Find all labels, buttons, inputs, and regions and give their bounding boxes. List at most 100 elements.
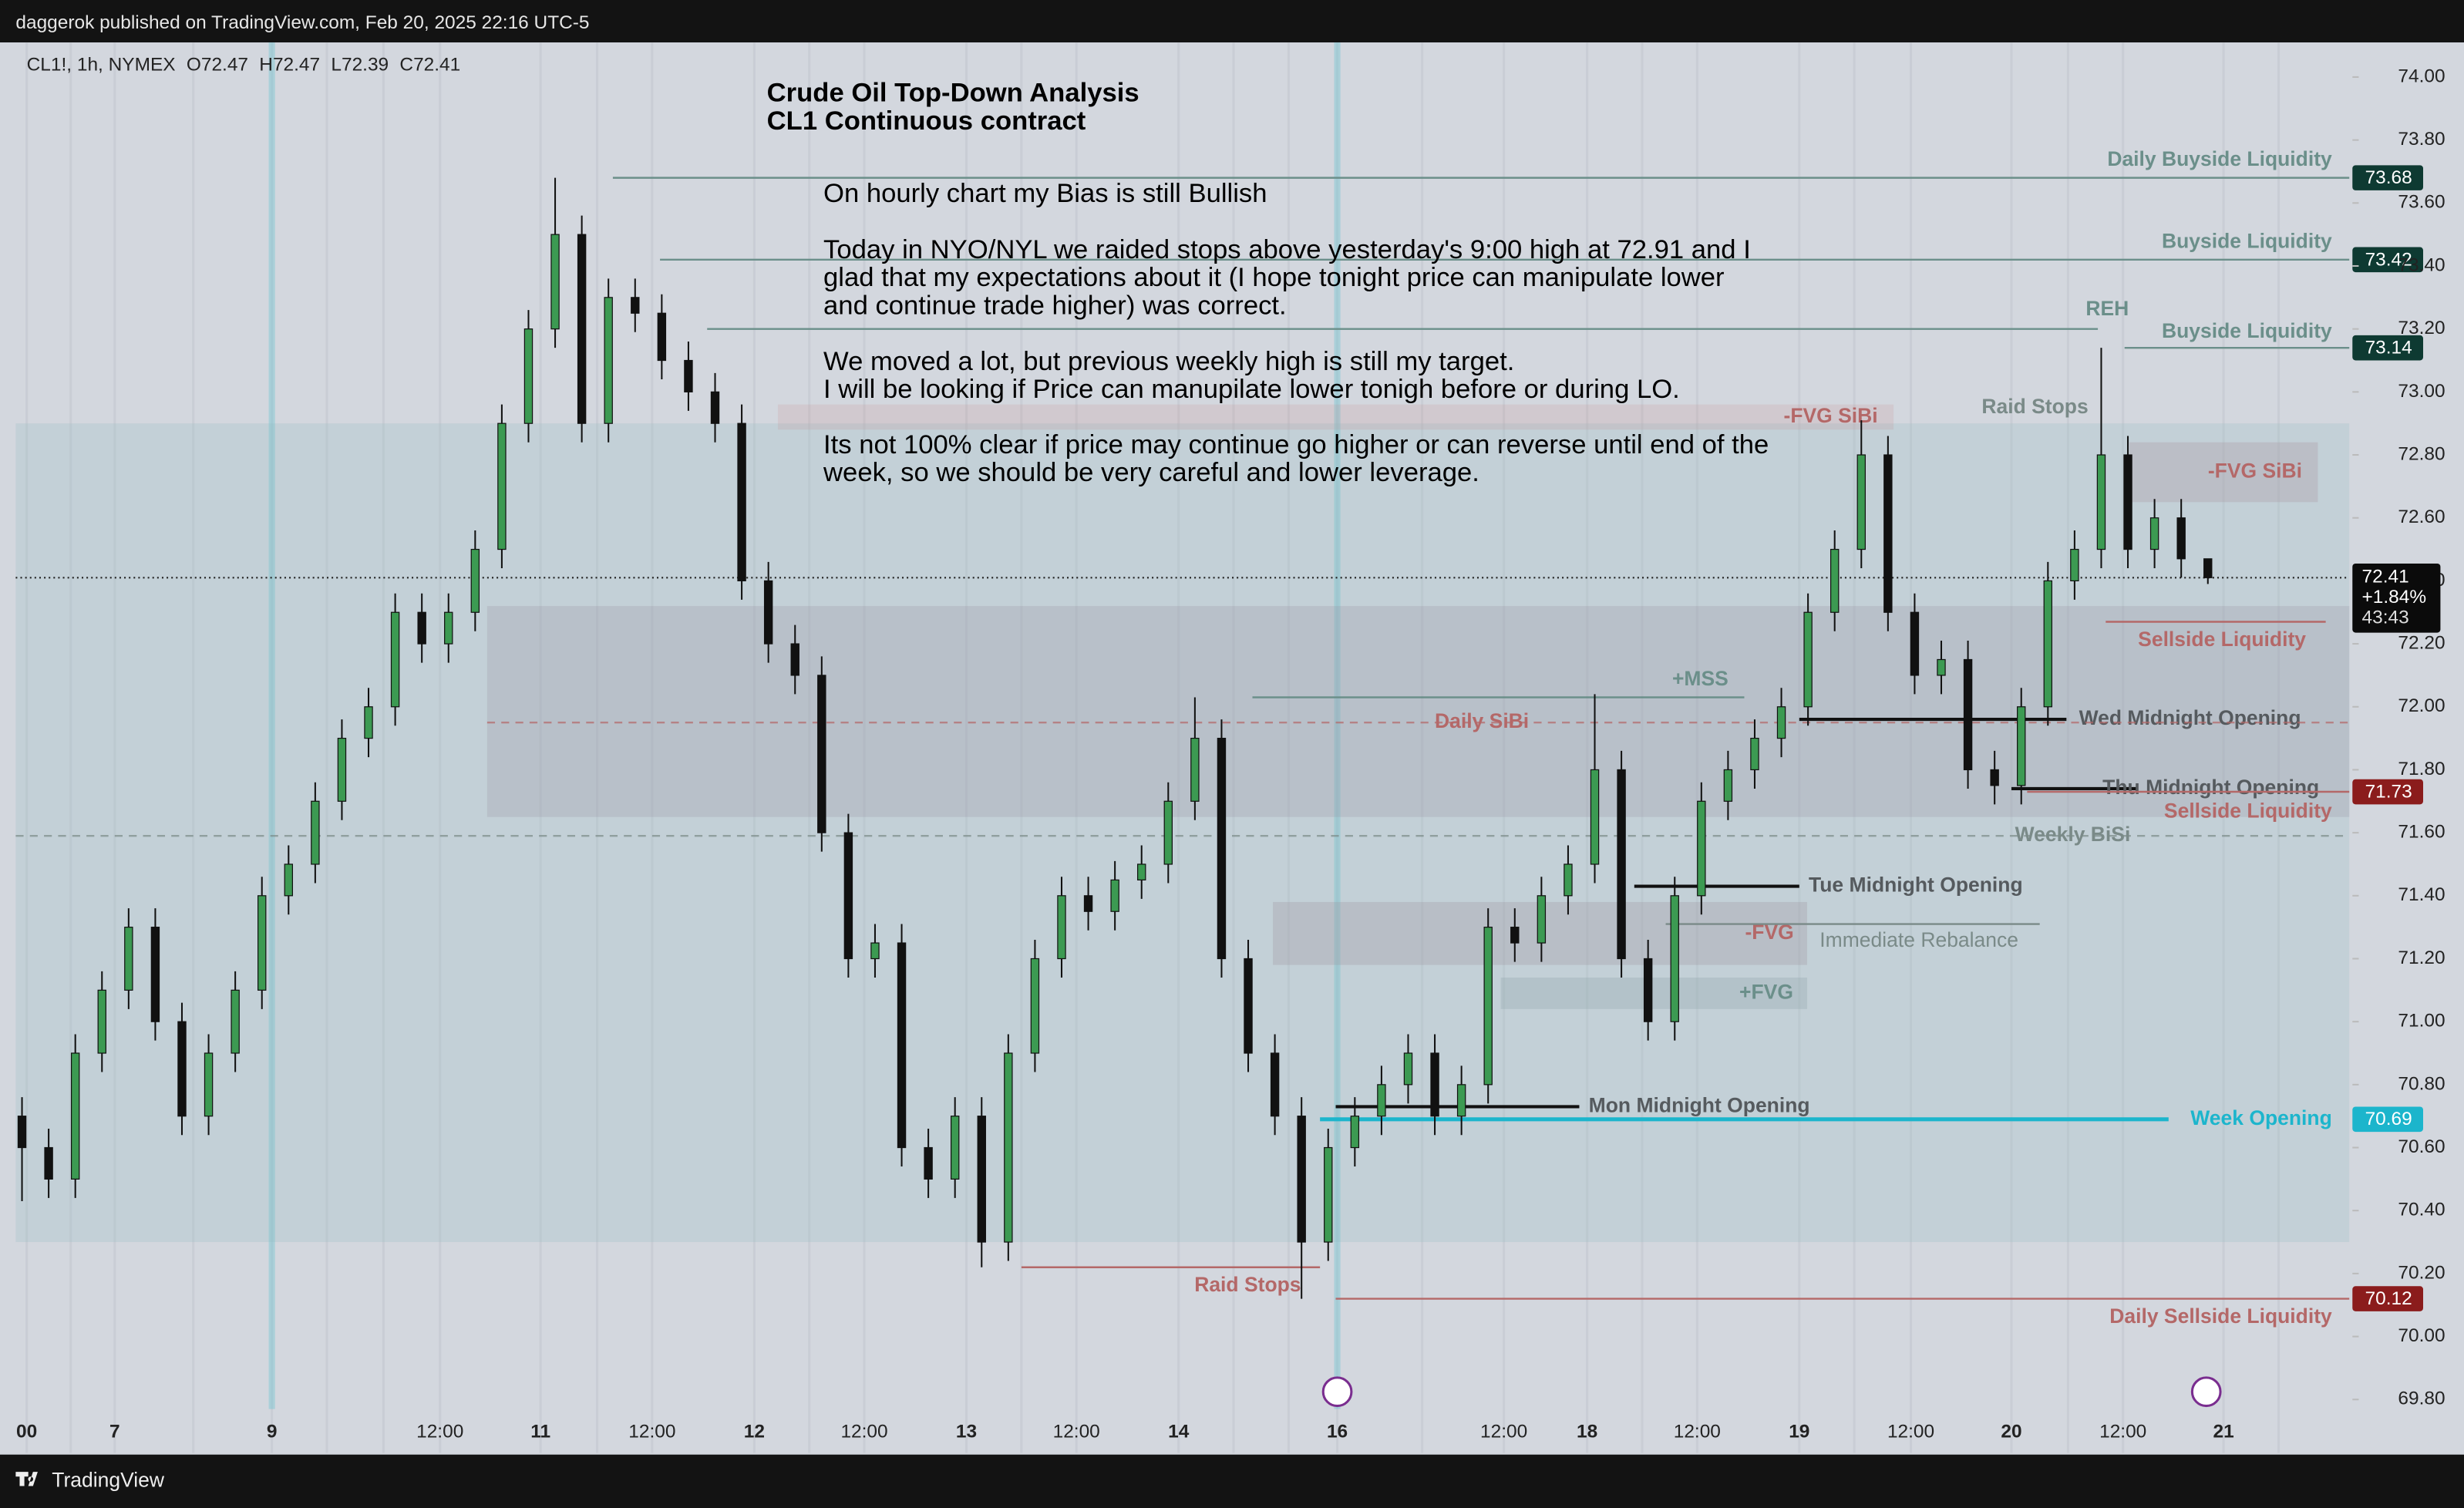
ohlc-value: 72.39 <box>342 55 389 76</box>
candle-body <box>1163 800 1173 865</box>
candle-body <box>1750 737 1759 771</box>
x-tick-label: 12:00 <box>416 1422 463 1442</box>
candle-body <box>1004 1052 1013 1243</box>
candle-body <box>1856 454 1866 550</box>
candle-body <box>2203 558 2213 578</box>
x-tick-label: 13 <box>956 1422 977 1442</box>
ohlc-key: L <box>331 55 342 76</box>
candle-body <box>177 1021 187 1117</box>
candle-body <box>2043 580 2053 708</box>
candle-body <box>1883 454 1893 613</box>
level-label: Sellside Liquidity <box>2164 799 2332 823</box>
candle-body <box>231 989 240 1054</box>
candle-body <box>2176 517 2186 560</box>
level-label: Tue Midnight Opening <box>1809 873 2023 897</box>
x-tick-label: 12:00 <box>1053 1422 1100 1442</box>
candle-body <box>17 1116 27 1149</box>
candle-body <box>1377 1084 1386 1117</box>
x-tick-label: 19 <box>1789 1422 1809 1442</box>
candle-body <box>1829 548 1840 613</box>
x-tick-label: 00 <box>16 1422 37 1442</box>
level-label: Immediate Rebalance <box>1819 928 2018 951</box>
vertical-grid <box>25 42 2281 1453</box>
level-label: Wed Midnight Opening <box>2079 706 2301 729</box>
price-badge <box>2352 247 2424 273</box>
candle-body <box>1803 611 1813 708</box>
candle-body <box>1617 769 1626 960</box>
y-tick-label: 72.80 <box>2398 443 2445 464</box>
candle-body <box>1697 800 1706 897</box>
note-line: On hourly chart my Bias is still Bullish <box>823 179 1267 208</box>
candle-body <box>631 297 640 314</box>
price-badge <box>2352 165 2424 190</box>
candle-body <box>550 234 560 330</box>
candle-body <box>1990 769 1999 786</box>
x-tick-label: 12:00 <box>628 1422 675 1442</box>
event-marker[interactable] <box>1321 1376 1353 1408</box>
event-marker[interactable] <box>2190 1376 2222 1408</box>
candle-body <box>737 422 746 582</box>
candle-body <box>1510 927 1520 944</box>
price-badge <box>2352 1106 2424 1133</box>
candle-body <box>1244 958 1253 1054</box>
candle-body <box>684 359 693 392</box>
candle-body <box>710 391 720 424</box>
last-price-badge <box>2352 563 2441 633</box>
zone <box>1500 977 1808 1009</box>
candle-body <box>897 942 907 1149</box>
candle-body <box>1350 1116 1360 1149</box>
level-label: Sellside Liquidity <box>2138 628 2306 651</box>
candle-body <box>204 1052 214 1117</box>
price-badge-label: 73.42 <box>2365 249 2412 270</box>
candle-body <box>1564 863 1573 897</box>
x-tick-label: 12:00 <box>1480 1422 1527 1442</box>
x-tick-label: 12:00 <box>1674 1422 1721 1442</box>
note-line: Its not 100% clear if price may continue… <box>823 430 1769 459</box>
candle-body <box>2070 548 2079 582</box>
y-tick-label: 71.20 <box>2398 948 2445 968</box>
candle-body <box>1403 1052 1413 1086</box>
candle-body <box>604 297 613 424</box>
candle-body <box>790 643 799 676</box>
level-label: Daily Sellside Liquidity <box>2109 1304 2332 1328</box>
candle-body <box>70 1052 80 1180</box>
y-tick-label: 73.40 <box>2398 254 2445 275</box>
y-tick-label: 69.80 <box>2398 1389 2445 1409</box>
y-tick-label: 71.40 <box>2398 884 2445 905</box>
session-highlight <box>268 42 275 1409</box>
zone <box>15 423 2350 1243</box>
ohlc-key: C <box>399 55 413 76</box>
symbol-legend: CL1!, 1h, NYMEX O72.47 H72.47 L72.39 C72.41 <box>27 55 461 76</box>
note-line: and continue trade higher) was correct. <box>823 291 1287 320</box>
candle-body <box>1030 958 1040 1054</box>
ohlc-value: 72.47 <box>273 55 320 76</box>
zone-label: -FVG SiBi <box>2208 459 2302 482</box>
note-line: I will be looking if Price can manupilat… <box>823 375 1680 404</box>
x-tick-label: 12:00 <box>2099 1422 2146 1442</box>
candle-body <box>1217 737 1227 960</box>
brand-name: TradingView <box>52 1468 165 1491</box>
y-tick-label: 73.60 <box>2398 192 2445 213</box>
x-tick-label: 9 <box>267 1422 278 1442</box>
level-label: Buyside Liquidity <box>2162 229 2332 252</box>
price-badge-label: 70.12 <box>2365 1288 2412 1309</box>
x-tick-label: 16 <box>1327 1422 1348 1442</box>
price-badge <box>2352 335 2424 361</box>
candle-body <box>1137 863 1146 880</box>
ohlc-value: 72.47 <box>201 55 248 76</box>
y-tick-label: 72.60 <box>2398 507 2445 527</box>
candle-body <box>1483 927 1493 1086</box>
x-tick-label: 12:00 <box>1887 1422 1934 1442</box>
candle-body <box>444 611 453 645</box>
y-tick-label: 71.60 <box>2398 822 2445 843</box>
level-label: Daily SiBi <box>1435 709 1529 732</box>
level-label: Buyside Liquidity <box>2162 319 2332 342</box>
candle-body <box>497 422 507 550</box>
candle-body <box>1083 895 1093 912</box>
candle-body <box>1937 658 1946 676</box>
note-line: Today in NYO/NYL we raided stops above y… <box>823 235 1751 264</box>
candle-body <box>577 234 587 424</box>
candle-body <box>97 989 106 1054</box>
